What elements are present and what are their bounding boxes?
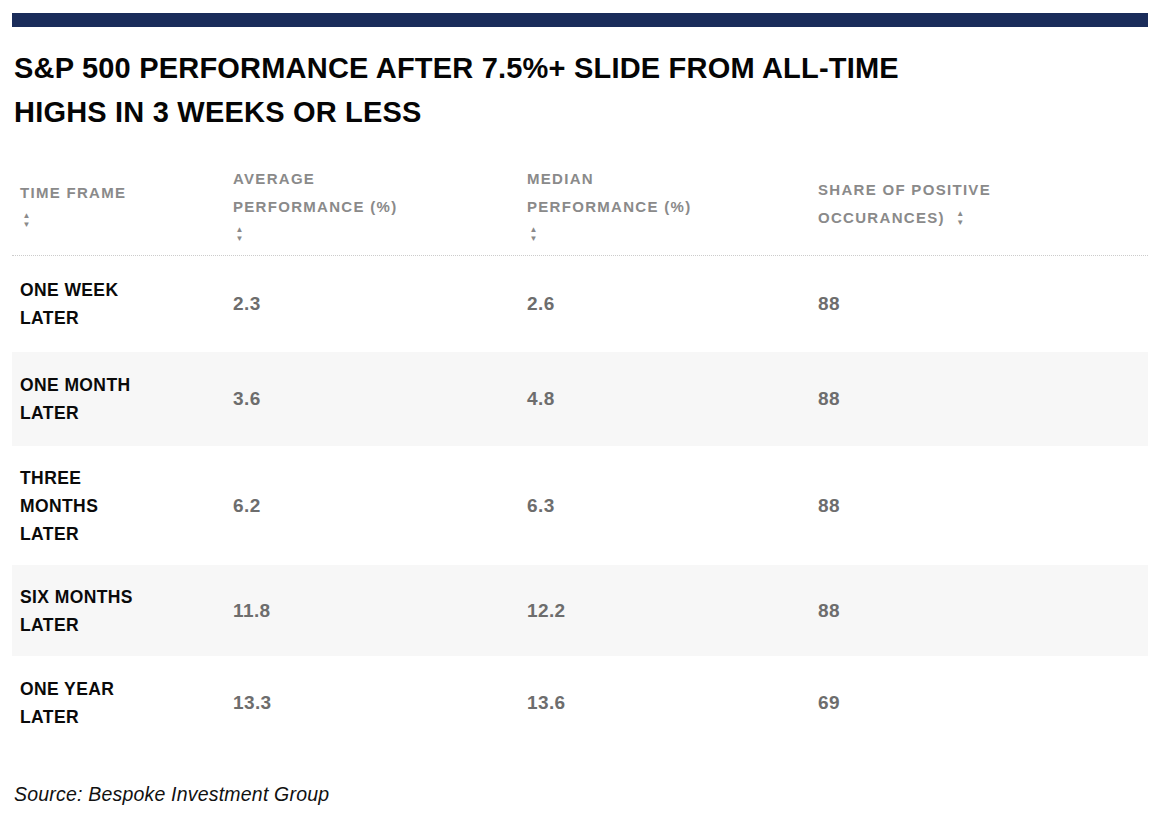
sort-desc-icon: ▼ [530, 235, 538, 242]
table-header-row: TIME FRAME ▲▼ AVERAGE PERFORMANCE (%) ▲▼… [12, 158, 1148, 256]
sort-desc-icon: ▼ [956, 219, 964, 226]
sort-arrows-icon[interactable]: ▲▼ [528, 226, 539, 242]
table-row: THREE MONTHS LATER 6.2 6.3 88 [12, 446, 1148, 565]
time-frame-cell: ONE MONTH LATER [12, 371, 225, 427]
sort-asc-icon: ▲ [956, 210, 964, 217]
sort-asc-icon: ▲ [236, 226, 244, 233]
time-frame-cell: ONE YEAR LATER [12, 675, 225, 731]
column-header-share-positive[interactable]: SHARE OF POSITIVE OCCURANCES)▲▼ [810, 176, 1148, 232]
share-positive-cell: 88 [810, 293, 1148, 315]
average-performance-cell: 13.3 [225, 692, 519, 714]
column-header-label: MEDIAN PERFORMANCE (%) [527, 165, 810, 221]
time-frame-cell: ONE WEEK LATER [12, 276, 225, 332]
median-performance-cell: 2.6 [519, 293, 810, 315]
average-performance-cell: 2.3 [225, 293, 519, 315]
column-header-label: TIME FRAME [20, 179, 225, 207]
accent-bar [12, 13, 1148, 27]
median-performance-cell: 4.8 [519, 388, 810, 410]
sort-arrows-icon[interactable]: ▲▼ [21, 212, 32, 228]
median-performance-cell: 13.6 [519, 692, 810, 714]
source-credit: Source: Bespoke Investment Group [14, 783, 1146, 806]
median-performance-cell: 12.2 [519, 600, 810, 622]
average-performance-cell: 6.2 [225, 495, 519, 517]
sort-desc-icon: ▼ [23, 221, 31, 228]
column-header-median-performance[interactable]: MEDIAN PERFORMANCE (%) ▲▼ [519, 165, 810, 242]
average-performance-cell: 11.8 [225, 600, 519, 622]
chart-title: S&P 500 PERFORMANCE AFTER 7.5%+ SLIDE FR… [14, 46, 1146, 134]
sort-arrows-icon[interactable]: ▲▼ [234, 226, 245, 242]
sort-asc-icon: ▲ [530, 226, 538, 233]
average-performance-cell: 3.6 [225, 388, 519, 410]
sort-asc-icon: ▲ [23, 212, 31, 219]
median-performance-cell: 6.3 [519, 495, 810, 517]
time-frame-cell: THREE MONTHS LATER [12, 464, 225, 548]
table-row: SIX MONTHS LATER 11.8 12.2 88 [12, 565, 1148, 656]
share-positive-cell: 69 [810, 692, 1148, 714]
share-positive-cell: 88 [810, 495, 1148, 517]
table-body: ONE WEEK LATER 2.3 2.6 88 ONE MONTH LATE… [0, 256, 1160, 750]
table-row: ONE WEEK LATER 2.3 2.6 88 [12, 256, 1148, 352]
share-positive-cell: 88 [810, 600, 1148, 622]
table-row: ONE YEAR LATER 13.3 13.6 69 [12, 656, 1148, 750]
share-positive-cell: 88 [810, 388, 1148, 410]
column-header-average-performance[interactable]: AVERAGE PERFORMANCE (%) ▲▼ [225, 165, 519, 242]
performance-table: TIME FRAME ▲▼ AVERAGE PERFORMANCE (%) ▲▼… [0, 158, 1160, 750]
column-header-label: AVERAGE PERFORMANCE (%) [233, 165, 519, 221]
chart-card: S&P 500 PERFORMANCE AFTER 7.5%+ SLIDE FR… [0, 13, 1160, 806]
sort-arrows-icon[interactable]: ▲▼ [955, 210, 966, 226]
sort-desc-icon: ▼ [236, 235, 244, 242]
time-frame-cell: SIX MONTHS LATER [12, 583, 225, 639]
table-row: ONE MONTH LATER 3.6 4.8 88 [12, 352, 1148, 446]
column-header-time-frame[interactable]: TIME FRAME ▲▼ [12, 179, 225, 228]
